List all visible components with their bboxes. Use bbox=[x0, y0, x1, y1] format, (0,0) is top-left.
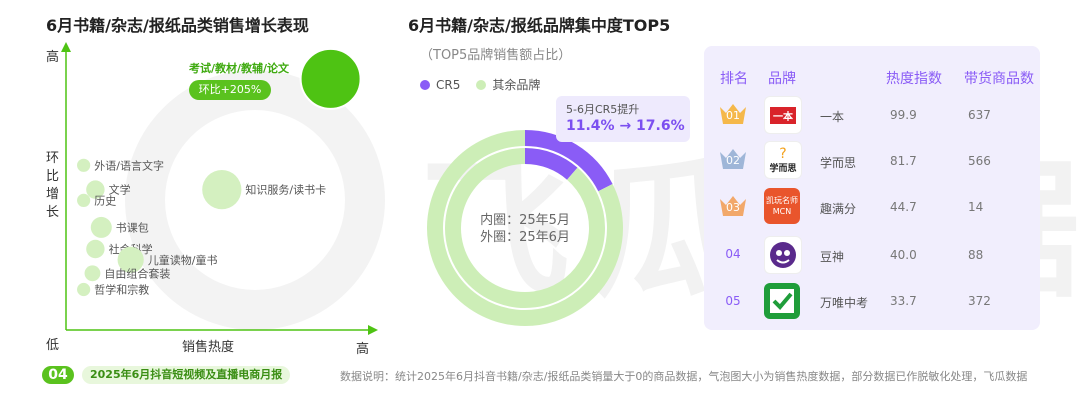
rank-badge-silver-icon bbox=[720, 149, 746, 169]
bubble-label-8: 自由组合套装 bbox=[104, 266, 170, 280]
legend-swatch-others bbox=[476, 79, 487, 90]
brand-logo-xueersi: ? 学而思 bbox=[764, 141, 802, 179]
donut-inner-label: 内圈：25年5月 bbox=[480, 213, 570, 228]
table-header-count: 带货商品数 bbox=[964, 71, 1034, 87]
x-axis-high-label: 高 bbox=[356, 342, 370, 357]
rank-badge-bronze-icon bbox=[720, 196, 746, 216]
brand-logo-yiben: 一本 bbox=[764, 96, 802, 134]
legend-label-others: 其余品牌 bbox=[492, 78, 541, 92]
bubble-label-9: 哲学和宗教 bbox=[94, 283, 149, 297]
brand-name-3: 趣满分 bbox=[820, 202, 857, 216]
legend-label-cr5: CR5 bbox=[436, 77, 461, 92]
count-5: 372 bbox=[968, 294, 991, 308]
bubble-label-5: 书课包 bbox=[116, 221, 149, 234]
count-3: 14 bbox=[968, 200, 984, 214]
rank-3: 03 bbox=[726, 201, 740, 214]
heat-4: 40.0 bbox=[890, 248, 917, 262]
cr5-callout-value: 11.4% → 17.6% bbox=[566, 118, 685, 134]
growth-badge: 环比+205% bbox=[189, 80, 271, 100]
legend-swatch-cr5 bbox=[420, 79, 430, 90]
y-axis-high-label: 高 bbox=[46, 50, 60, 65]
bubble-label-2: 文学 bbox=[109, 183, 131, 197]
count-1: 637 bbox=[968, 108, 991, 122]
report-name: 2025年6月抖音短视频及直播电商月报 bbox=[82, 366, 291, 384]
count-2: 566 bbox=[968, 154, 991, 168]
bubble-7 bbox=[117, 246, 144, 273]
x-axis-arrow bbox=[368, 325, 378, 335]
heat-5: 33.7 bbox=[890, 294, 917, 308]
heat-3: 44.7 bbox=[890, 200, 917, 214]
donut-chart-title: 6月书籍/杂志/报纸品牌集中度TOP5 bbox=[408, 16, 671, 35]
brand-logo-qumanfen-text: 凯玩名师 MCN bbox=[766, 196, 798, 216]
bubble-4 bbox=[202, 170, 242, 210]
bubble-9 bbox=[77, 282, 91, 297]
bubble-6 bbox=[86, 239, 105, 259]
rank-2: 02 bbox=[726, 154, 740, 167]
rank-5: 05 bbox=[725, 294, 741, 308]
xueersi-mark-icon: ? bbox=[779, 145, 787, 162]
brand-logo-qumanfen: 凯玩名师 MCN bbox=[764, 188, 800, 224]
rank-1: 01 bbox=[726, 109, 740, 122]
brand-table-panel bbox=[704, 46, 1040, 330]
y-axis-low-label: 低 bbox=[46, 338, 60, 353]
table-header-heat: 热度指数 bbox=[886, 71, 942, 87]
donut-outer-slice-0 bbox=[524, 130, 613, 192]
rank-4: 04 bbox=[725, 247, 741, 261]
brand-name-4: 豆神 bbox=[820, 250, 845, 264]
bubble-label-3: 历史 bbox=[94, 194, 116, 207]
brand-logo-doushen bbox=[764, 236, 802, 274]
data-note: 数据说明：统计2025年6月抖音书籍/杂志/报纸品类销量大于0的商品数据，气泡图… bbox=[340, 370, 1028, 383]
page-number: 04 bbox=[42, 366, 74, 384]
bubble-label-4: 知识服务/读书卡 bbox=[245, 183, 326, 197]
brand-logo-xueersi-text: 学而思 bbox=[769, 163, 797, 174]
cr5-callout: 5-6月CR5提升 11.4% → 17.6% bbox=[556, 96, 690, 142]
legend-item-cr5: CR5 bbox=[420, 76, 460, 93]
brand-logo-yiben-text: 一本 bbox=[770, 106, 796, 124]
bubble-0 bbox=[299, 47, 362, 110]
bubble-3 bbox=[77, 193, 91, 207]
x-axis-title: 销售热度 bbox=[182, 340, 235, 355]
heat-1: 99.9 bbox=[890, 108, 917, 122]
bubble-label-7: 儿童读物/童书 bbox=[148, 253, 218, 267]
table-header-rank: 排名 bbox=[720, 71, 748, 87]
donut-center-text: 内圈：25年5月 外圈：25年6月 bbox=[470, 212, 580, 246]
checkmark-icon bbox=[770, 289, 794, 313]
highlight-category-label: 考试/教材/教辅/论文 bbox=[189, 62, 290, 75]
donut-outer-label: 外圈：25年6月 bbox=[480, 230, 570, 245]
legend-item-others: 其余品牌 bbox=[476, 76, 540, 93]
cr5-callout-label: 5-6月CR5提升 bbox=[566, 103, 640, 116]
bubble-chart-title: 6月书籍/杂志/报纸品类销售增长表现 bbox=[46, 16, 309, 35]
bubble-layer: 外语/语言文字文学历史知识服务/读书卡书课包社会科学儿童读物/童书自由组合套装哲… bbox=[77, 47, 362, 297]
bubble-1 bbox=[77, 158, 91, 172]
count-4: 88 bbox=[968, 248, 984, 262]
donut-legend: CR5 其余品牌 bbox=[420, 76, 540, 93]
bubble-8 bbox=[84, 265, 101, 282]
donut-layer bbox=[427, 130, 623, 326]
bubble-2 bbox=[86, 180, 105, 199]
y-axis-arrow bbox=[61, 42, 71, 52]
doushen-logo-icon bbox=[770, 242, 796, 268]
bubble-5 bbox=[90, 216, 112, 238]
bubble-chart: 外语/语言文字文学历史知识服务/读书卡书课包社会科学儿童读物/童书自由组合套装哲… bbox=[61, 42, 378, 335]
bubble-label-1: 外语/语言文字 bbox=[94, 158, 164, 172]
brand-logo-wanwei bbox=[764, 283, 800, 319]
brand-name-2: 学而思 bbox=[820, 156, 857, 170]
rank-badge-gold-icon bbox=[720, 104, 746, 124]
heat-2: 81.7 bbox=[890, 154, 917, 168]
donut-outer-slice-1 bbox=[427, 130, 623, 326]
donut-inner-slice-1 bbox=[445, 148, 605, 308]
donut-subtitle: （TOP5品牌销售额占比） bbox=[420, 48, 572, 63]
y-axis-title: 环比增长 bbox=[46, 151, 60, 220]
brand-name-1: 一本 bbox=[820, 110, 845, 124]
brand-name-5: 万唯中考 bbox=[820, 296, 869, 310]
table-header-brand: 品牌 bbox=[768, 71, 796, 87]
donut-inner-slice-0 bbox=[524, 148, 578, 180]
